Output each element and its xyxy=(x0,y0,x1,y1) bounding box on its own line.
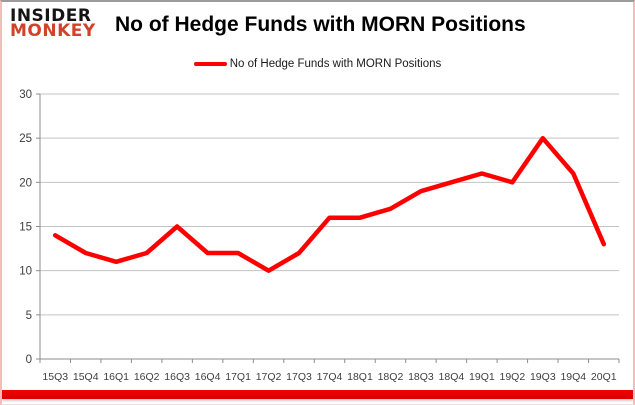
x-axis-label: 19Q2 xyxy=(499,371,525,383)
x-axis-label: 16Q2 xyxy=(134,371,160,383)
data-line-series xyxy=(52,135,607,273)
x-axis-label: 15Q3 xyxy=(42,371,68,383)
x-axis-label: 15Q4 xyxy=(73,371,99,383)
x-axis-label: 16Q4 xyxy=(195,371,221,383)
y-axis-label: 20 xyxy=(19,177,32,189)
x-axis-label: 18Q3 xyxy=(408,371,434,383)
chart-title: No of Hedge Funds with MORN Positions xyxy=(115,13,526,36)
legend-line-swatch-icon xyxy=(193,62,227,66)
logo-text-monkey: MONKEY xyxy=(10,21,96,41)
x-axis-label: 16Q3 xyxy=(164,371,190,383)
x-axis-label: 18Q1 xyxy=(347,371,373,383)
x-axis-label: 19Q4 xyxy=(560,371,586,383)
y-axis-label: 30 xyxy=(19,89,32,101)
x-axis-label: 20Q1 xyxy=(591,371,617,383)
x-axis-label: 19Q3 xyxy=(530,371,556,383)
chart-legend: No of Hedge Funds with MORN Positions xyxy=(2,58,633,70)
x-axis-label: 18Q4 xyxy=(439,371,465,383)
legend-label: No of Hedge Funds with MORN Positions xyxy=(229,58,442,70)
logo-text-insider: INSIDER xyxy=(10,6,92,26)
x-axis-label: 17Q1 xyxy=(225,371,251,383)
x-axis-label: 17Q2 xyxy=(256,371,282,383)
insider-monkey-logo: INSIDER MONKEY xyxy=(10,6,96,41)
x-axis-label: 16Q1 xyxy=(103,371,129,383)
y-axis-label: 5 xyxy=(26,310,32,322)
x-axis-label: 19Q1 xyxy=(469,371,495,383)
y-axis-label: 15 xyxy=(19,222,32,234)
footer-red-bar xyxy=(2,390,633,399)
y-axis-label: 0 xyxy=(26,354,32,366)
y-axis-label: 25 xyxy=(19,133,32,145)
x-axis-label: 18Q2 xyxy=(378,371,404,383)
x-axis-label: 17Q4 xyxy=(317,371,343,383)
x-axis-label: 17Q3 xyxy=(286,371,312,383)
y-axis-label: 10 xyxy=(19,266,32,278)
